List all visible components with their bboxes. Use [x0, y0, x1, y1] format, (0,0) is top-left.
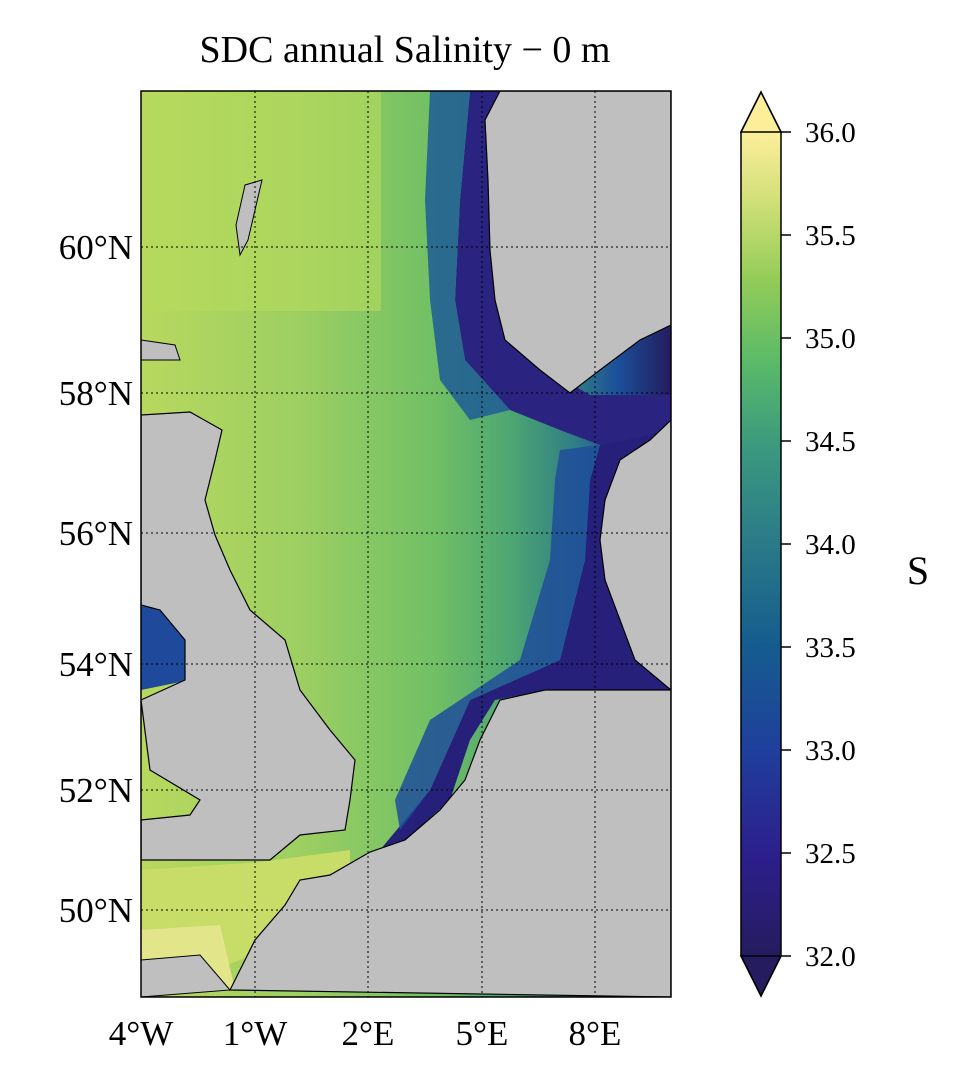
- norway-land: [484, 91, 671, 394]
- lat-label: 50°N: [59, 891, 133, 930]
- norwegian-coastal-water: [455, 91, 671, 445]
- denmark-land: [599, 419, 671, 691]
- lon-label: 2°E: [342, 1014, 395, 1053]
- colorbar-tick-label: 33.5: [805, 632, 856, 664]
- colorbar-tick-label: 35.5: [805, 220, 856, 252]
- saline-patch: [141, 91, 381, 311]
- colorbar: 36.0 35.5 35.0 34.5 34.0 33.5 33.0 32.5 32.0 S: [739, 90, 929, 998]
- german-bight-coastal-water: [380, 430, 671, 850]
- lon-label: 5°E: [456, 1014, 509, 1053]
- norwegian-transition-water: [425, 91, 510, 420]
- lat-label: 58°N: [59, 374, 133, 413]
- lon-label: 4°W: [109, 1014, 174, 1053]
- map-panel: [141, 91, 671, 997]
- longitude-labels: 4°W 1°W 2°E 5°E 8°E: [109, 1014, 622, 1053]
- coastal-transition-water: [395, 445, 600, 830]
- latitude-labels: 60°N 58°N 56°N 54°N 52°N 50°N: [59, 228, 133, 930]
- colorbar-tick-label: 32.0: [805, 941, 856, 973]
- lat-label: 56°N: [59, 514, 133, 553]
- colorbar-tick-label: 35.0: [805, 323, 856, 355]
- colorbar-tick-label: 33.0: [805, 735, 856, 767]
- colorbar-label: S: [907, 548, 929, 593]
- colorbar-extend-min: [739, 955, 783, 998]
- continental-europe-land: [229, 689, 671, 997]
- shetland-land: [235, 179, 263, 257]
- map-title: SDC annual Salinity − 0 m: [199, 29, 611, 71]
- great-britain-land: [141, 411, 356, 861]
- lon-label: 8°E: [569, 1014, 622, 1053]
- colorbar-gradient: [741, 132, 781, 956]
- colorbar-tick-label: 36.0: [805, 117, 856, 149]
- colorbar-ticks: 36.0 35.5 35.0 34.5 34.0 33.5 33.0 32.5 32.0: [781, 117, 856, 973]
- colorbar-tick-label: 32.5: [805, 838, 856, 870]
- orkney-land: [141, 339, 181, 361]
- colorbar-extend-max: [739, 90, 783, 133]
- brittany-land: [141, 954, 232, 997]
- lon-label: 1°W: [223, 1014, 288, 1053]
- graticule: [141, 91, 671, 997]
- lat-label: 54°N: [59, 645, 133, 684]
- lat-label: 52°N: [59, 771, 133, 810]
- colorbar-tick-label: 34.5: [805, 426, 856, 458]
- colorbar-tick-label: 34.0: [805, 529, 856, 561]
- map-frame: [140, 90, 672, 998]
- lat-label: 60°N: [59, 228, 133, 267]
